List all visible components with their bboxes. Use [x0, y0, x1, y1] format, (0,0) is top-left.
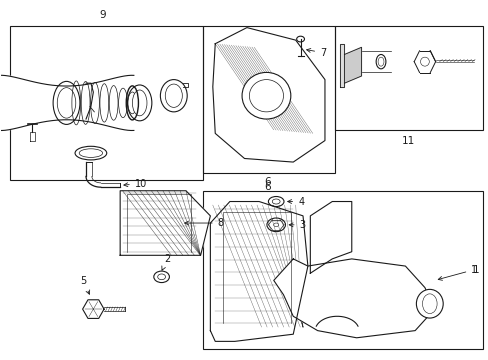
Ellipse shape — [79, 149, 102, 157]
Ellipse shape — [268, 197, 284, 207]
Ellipse shape — [375, 54, 385, 69]
Ellipse shape — [272, 199, 280, 204]
Polygon shape — [82, 300, 104, 318]
Text: 3: 3 — [288, 220, 305, 230]
Ellipse shape — [422, 294, 436, 314]
Text: 7: 7 — [306, 48, 325, 58]
Polygon shape — [273, 259, 434, 338]
Polygon shape — [344, 47, 361, 83]
Text: 9: 9 — [100, 10, 106, 20]
Ellipse shape — [296, 36, 304, 42]
Text: 1: 1 — [472, 265, 478, 275]
Ellipse shape — [415, 289, 442, 318]
Ellipse shape — [165, 84, 182, 107]
Text: 8: 8 — [184, 218, 224, 228]
Polygon shape — [310, 202, 351, 273]
Polygon shape — [212, 28, 325, 162]
Ellipse shape — [75, 146, 106, 160]
Ellipse shape — [53, 81, 80, 125]
Text: 10: 10 — [123, 179, 147, 189]
Ellipse shape — [132, 90, 147, 116]
Text: 4: 4 — [287, 197, 304, 207]
Bar — [203, 26, 334, 173]
Ellipse shape — [377, 57, 383, 66]
Ellipse shape — [160, 80, 187, 112]
Ellipse shape — [242, 72, 290, 119]
Ellipse shape — [273, 223, 278, 226]
Ellipse shape — [420, 57, 428, 66]
Ellipse shape — [266, 218, 285, 231]
Text: 6: 6 — [264, 177, 271, 187]
Ellipse shape — [158, 274, 165, 280]
Text: 11: 11 — [401, 136, 415, 145]
Polygon shape — [0, 75, 134, 130]
Ellipse shape — [57, 87, 76, 118]
Polygon shape — [210, 202, 307, 341]
Polygon shape — [339, 44, 344, 87]
Bar — [10, 26, 203, 180]
Text: 6: 6 — [264, 182, 271, 192]
Ellipse shape — [154, 271, 169, 283]
Ellipse shape — [249, 80, 283, 112]
Bar — [334, 26, 483, 130]
Text: 5: 5 — [81, 276, 89, 294]
Text: 1: 1 — [437, 265, 476, 280]
Ellipse shape — [127, 85, 152, 121]
Bar — [203, 191, 483, 348]
Polygon shape — [120, 191, 210, 255]
Text: 2: 2 — [162, 254, 170, 270]
